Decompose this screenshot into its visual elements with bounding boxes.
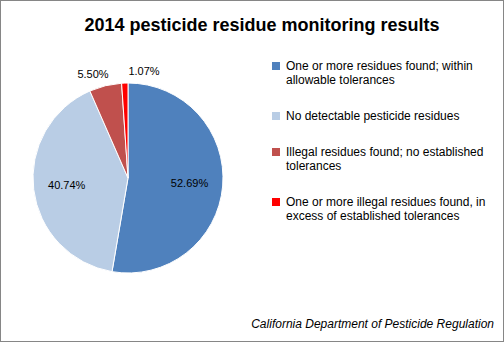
legend-item: One or more residues found; withinallowa… — [272, 59, 473, 87]
pie-slice — [90, 83, 128, 178]
legend-label: Illegal residues found; no establishedto… — [286, 145, 483, 173]
pie — [33, 83, 223, 273]
pie-slice — [122, 83, 128, 178]
legend-item: No detectable pesticide residues — [272, 109, 459, 123]
legend-label: No detectable pesticide residues — [286, 109, 459, 123]
title: 2014 pesticide residue monitoring result… — [84, 15, 439, 35]
data-label: 1.07% — [128, 65, 159, 77]
legend-swatch — [272, 62, 280, 70]
legend-item: One or more illegal residues found, inex… — [272, 195, 485, 223]
legend: One or more residues found; withinallowa… — [272, 59, 485, 223]
data-labels: 52.69% 40.74% 5.50% 1.07% — [48, 65, 208, 191]
annotation: California Department of Pesticide Regul… — [251, 317, 494, 331]
legend-label: One or more residues found; withinallowa… — [286, 59, 473, 87]
data-label: 52.69% — [171, 177, 209, 189]
chart-border — [1, 1, 504, 342]
data-label: 40.74% — [48, 179, 86, 191]
pie-slice — [112, 83, 223, 273]
chart: 2014 pesticide residue monitoring result… — [0, 0, 504, 342]
data-label: 5.50% — [77, 68, 108, 80]
legend-swatch — [272, 148, 280, 156]
legend-swatch — [272, 112, 280, 120]
legend-swatch — [272, 198, 280, 206]
legend-item: Illegal residues found; no establishedto… — [272, 145, 483, 173]
legend-label: One or more illegal residues found, inex… — [286, 195, 485, 223]
